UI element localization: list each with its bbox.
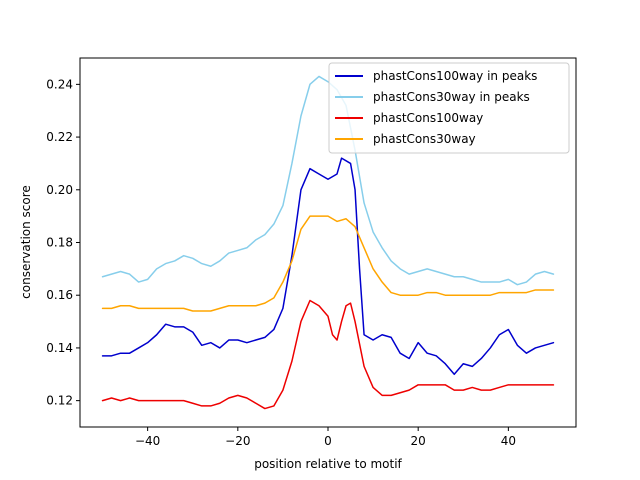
x-tick-label: −20: [225, 434, 250, 448]
x-tick-label: −40: [135, 434, 160, 448]
x-tick-label: 40: [501, 434, 516, 448]
y-tick-label: 0.24: [46, 77, 73, 91]
series-line-1: [101, 75, 555, 286]
legend-label-3: phastCons30way: [373, 132, 476, 146]
y-tick-label: 0.12: [46, 394, 73, 408]
legend-label-1: phastCons30way in peaks: [373, 90, 530, 104]
x-axis: −40 −20 0 20 40: [135, 427, 516, 448]
y-tick-label: 0.14: [46, 341, 73, 355]
legend-label-0: phastCons100way in peaks: [373, 69, 537, 83]
legend-box: [328, 62, 570, 154]
y-axis: 0.12 0.14 0.16 0.18 0.20 0.22 0.24: [46, 77, 80, 408]
series-line-3: [101, 215, 555, 312]
x-tick-label: 20: [411, 434, 426, 448]
y-axis-label: conservation score: [19, 185, 33, 299]
legend: phastCons100way in peaks phastCons30way i…: [328, 62, 570, 154]
y-tick-label: 0.16: [46, 288, 73, 302]
series-line-2: [101, 299, 555, 410]
x-axis-label: position relative to motif: [254, 457, 402, 471]
x-tick-label: 0: [324, 434, 332, 448]
series-line-0: [101, 157, 555, 376]
y-tick-label: 0.20: [46, 183, 73, 197]
plot-area: [101, 75, 555, 410]
y-tick-label: 0.22: [46, 130, 73, 144]
y-tick-label: 0.18: [46, 236, 73, 250]
legend-label-2: phastCons100way: [373, 111, 483, 125]
